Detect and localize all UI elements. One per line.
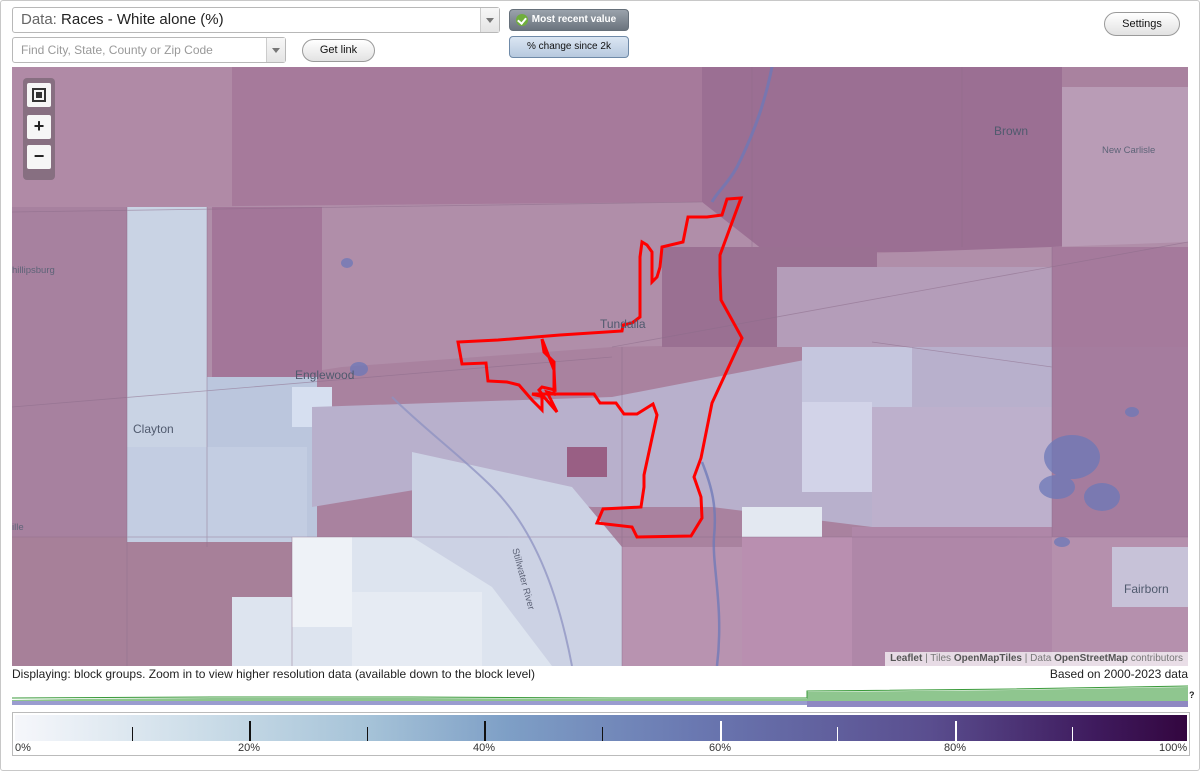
legend-label: 40% <box>473 742 496 754</box>
block-group <box>702 67 1062 252</box>
block-group <box>352 592 482 666</box>
place-label: New Carlisle <box>1102 145 1156 156</box>
place-label: Clayton <box>133 422 174 436</box>
histogram-region <box>807 701 1188 707</box>
water-features <box>341 67 1139 666</box>
search-input[interactable] <box>21 42 261 58</box>
color-legend: 0% 20% 40% 60% 80% 100% <box>12 712 1190 756</box>
block-group <box>1062 87 1188 247</box>
legend-tick <box>249 721 251 741</box>
chevron-down-icon[interactable] <box>480 8 499 32</box>
block-group <box>412 452 622 666</box>
data-select[interactable]: Data: Races - White alone (%) <box>12 7 500 33</box>
get-link-button[interactable]: Get link <box>302 39 375 62</box>
map-attribution: Leaflet | Tiles OpenMapTiles | Data Open… <box>885 652 1188 666</box>
help-icon[interactable]: ? <box>1189 690 1195 700</box>
legend-gradient <box>15 715 1187 741</box>
legend-label: 100% <box>1159 742 1188 754</box>
block-group <box>12 207 127 537</box>
osm-link[interactable]: OpenStreetMap <box>1054 653 1128 664</box>
block-group <box>872 407 1052 527</box>
attribution-sep: | Data <box>1022 653 1055 664</box>
most-recent-value-label: Most recent value <box>531 14 617 25</box>
map-controls: + − <box>23 78 55 180</box>
legend-tick <box>132 727 133 741</box>
legend-tick <box>955 721 957 741</box>
block-group <box>127 447 307 542</box>
display-resolution-note: Displaying: block groups. Zoom in to vie… <box>12 667 535 681</box>
block-group <box>777 267 1057 347</box>
block-group <box>1052 247 1188 347</box>
zoom-in-button[interactable]: + <box>27 115 51 139</box>
legend-tick <box>1072 727 1073 741</box>
most-recent-value-toggle[interactable]: Most recent value <box>509 9 629 31</box>
block-group <box>567 447 607 477</box>
block-group <box>742 507 822 537</box>
tiles-link[interactable]: OpenMapTiles <box>953 653 1022 664</box>
attribution-tail: contributors <box>1127 653 1183 664</box>
data-select-value: Races - White alone (%) <box>61 11 224 28</box>
legend-tick <box>367 727 368 741</box>
settings-button[interactable]: Settings <box>1104 12 1180 36</box>
check-icon <box>516 14 528 26</box>
location-search[interactable] <box>12 37 286 63</box>
place-label: Brown <box>994 124 1029 138</box>
distribution-histogram <box>12 685 1188 707</box>
leaflet-link[interactable]: Leaflet <box>890 653 923 664</box>
block-group <box>802 347 912 407</box>
block-group <box>852 527 1052 666</box>
attribution-sep: | Tiles <box>922 653 954 664</box>
block-group <box>742 537 852 666</box>
place-label: Fairborn <box>1124 582 1169 596</box>
place-label: hillipsburg <box>12 265 55 276</box>
legend-label: 0% <box>15 742 31 754</box>
histogram-green <box>12 687 1188 701</box>
zoom-out-button[interactable]: − <box>27 145 51 169</box>
place-label: Englewood <box>295 368 355 382</box>
block-group <box>232 67 702 207</box>
boundary-lines <box>12 67 1188 666</box>
legend-label: 60% <box>709 742 732 754</box>
choropleth-layer <box>12 67 1188 666</box>
fullscreen-button[interactable] <box>27 83 51 107</box>
histogram-outline <box>12 685 1188 699</box>
legend-label: 80% <box>944 742 967 754</box>
legend-tick <box>720 721 722 741</box>
block-group <box>292 537 352 627</box>
place-label: Tundalla <box>600 317 646 331</box>
legend-label: 20% <box>238 742 261 754</box>
search-dropdown-icon[interactable] <box>266 38 285 62</box>
legend-tick <box>602 727 603 741</box>
fullscreen-icon <box>32 88 46 102</box>
data-select-prefix: Data: <box>21 11 57 28</box>
percent-change-toggle[interactable]: % change since 2k <box>509 36 629 58</box>
legend-tick <box>837 727 838 741</box>
block-group <box>1112 547 1188 607</box>
histogram-baseline <box>12 701 1188 705</box>
selected-region-outline <box>456 196 744 539</box>
place-label: ille <box>12 522 24 533</box>
block-group <box>802 402 872 492</box>
map-view[interactable]: Brown New Carlisle hillipsburg Tundalla … <box>12 67 1188 666</box>
data-range-note: Based on 2000-2023 data <box>1049 667 1188 681</box>
block-group <box>622 547 742 666</box>
legend-tick <box>484 721 486 741</box>
block-group <box>212 207 322 377</box>
